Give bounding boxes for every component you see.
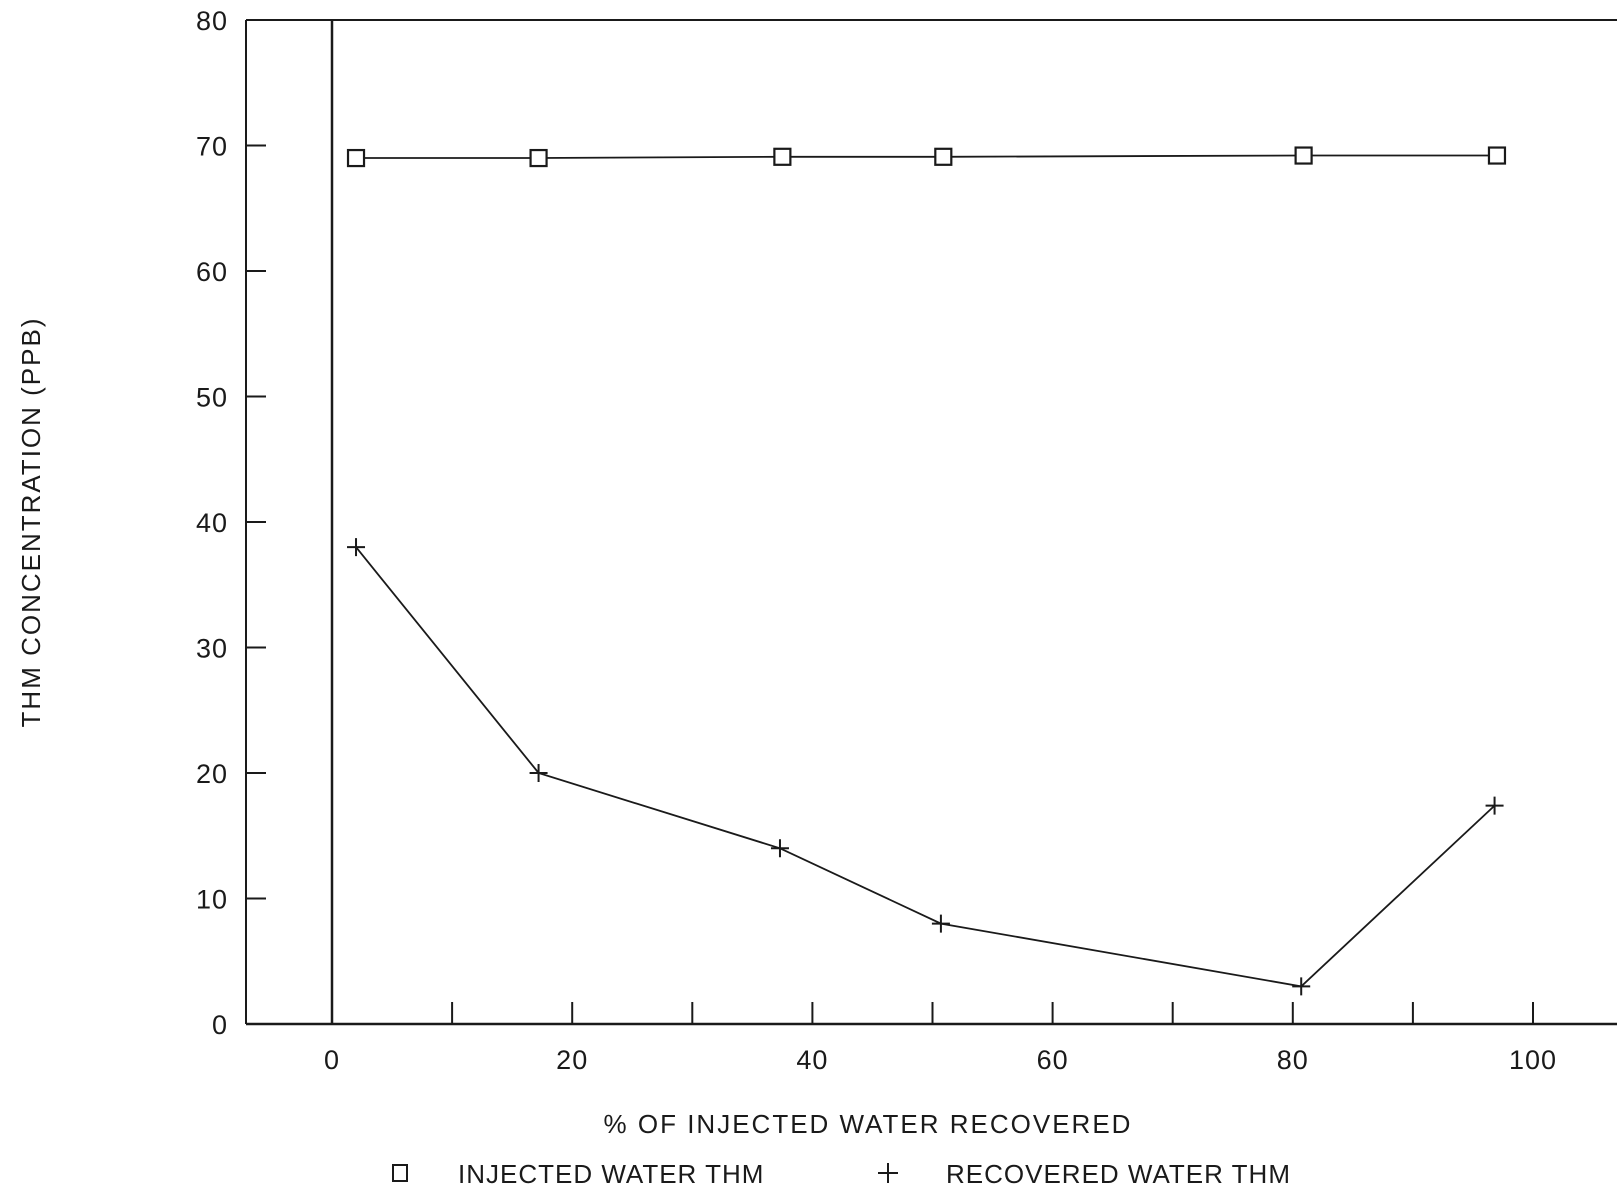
- series-injected: [346, 146, 1507, 168]
- data-point-plus: [347, 538, 366, 557]
- plot-frame: [245, 19, 1617, 1026]
- y-tick-label: 0: [212, 1010, 228, 1040]
- series-layer: [346, 146, 1507, 996]
- y-tick-label: 40: [196, 508, 228, 538]
- x-tick-label: 20: [556, 1045, 588, 1075]
- x-tick-label: 100: [1509, 1045, 1557, 1075]
- x-axis-title: % OF INJECTED WATER RECOVERED: [604, 1109, 1133, 1139]
- legend-square-marker: [392, 1164, 408, 1182]
- x-tick-label: 80: [1277, 1045, 1309, 1075]
- y-tick-label: 50: [196, 383, 228, 413]
- x-tick-label: 0: [324, 1045, 340, 1075]
- y-tick-label: 80: [196, 6, 228, 36]
- x-tick-label: 40: [796, 1045, 828, 1075]
- y-tick-label: 60: [196, 257, 228, 287]
- legend-item-recovered: RECOVERED WATER THM: [878, 1159, 1291, 1189]
- legend-plus-marker: [878, 1163, 898, 1183]
- data-point-square: [346, 148, 366, 168]
- y-axis-title: THM CONCENTRATION (PPB): [16, 317, 46, 728]
- x-axis: 0 20 40 60 80 100: [324, 1002, 1557, 1075]
- y-tick-label: 10: [196, 885, 228, 915]
- data-point-plus: [1485, 796, 1504, 815]
- data-point-plus: [1292, 977, 1311, 996]
- legend: INJECTED WATER THM RECOVERED WATER THM: [392, 1159, 1291, 1189]
- data-point-square: [1294, 146, 1313, 165]
- x-tick-label: 60: [1037, 1045, 1069, 1075]
- legend-label-injected: INJECTED WATER THM: [458, 1159, 764, 1189]
- data-point-plus: [931, 914, 950, 933]
- y-tick-label: 70: [196, 132, 228, 162]
- data-point-square: [934, 147, 953, 166]
- y-axis: 0 10 20 30 40 50 60 70 80: [196, 6, 266, 1040]
- data-point-plus: [529, 764, 548, 782]
- legend-label-recovered: RECOVERED WATER THM: [946, 1159, 1291, 1189]
- series-line: [356, 154, 1497, 159]
- data-point-square: [529, 148, 548, 168]
- data-point-square: [1487, 146, 1507, 165]
- legend-item-injected: INJECTED WATER THM: [392, 1159, 764, 1189]
- data-point-square: [773, 147, 792, 166]
- series-line: [355, 546, 1496, 988]
- series-recovered: [347, 538, 1504, 996]
- y-tick-label: 30: [196, 634, 228, 664]
- y-tick-label: 20: [196, 759, 228, 789]
- data-point-plus: [770, 839, 789, 858]
